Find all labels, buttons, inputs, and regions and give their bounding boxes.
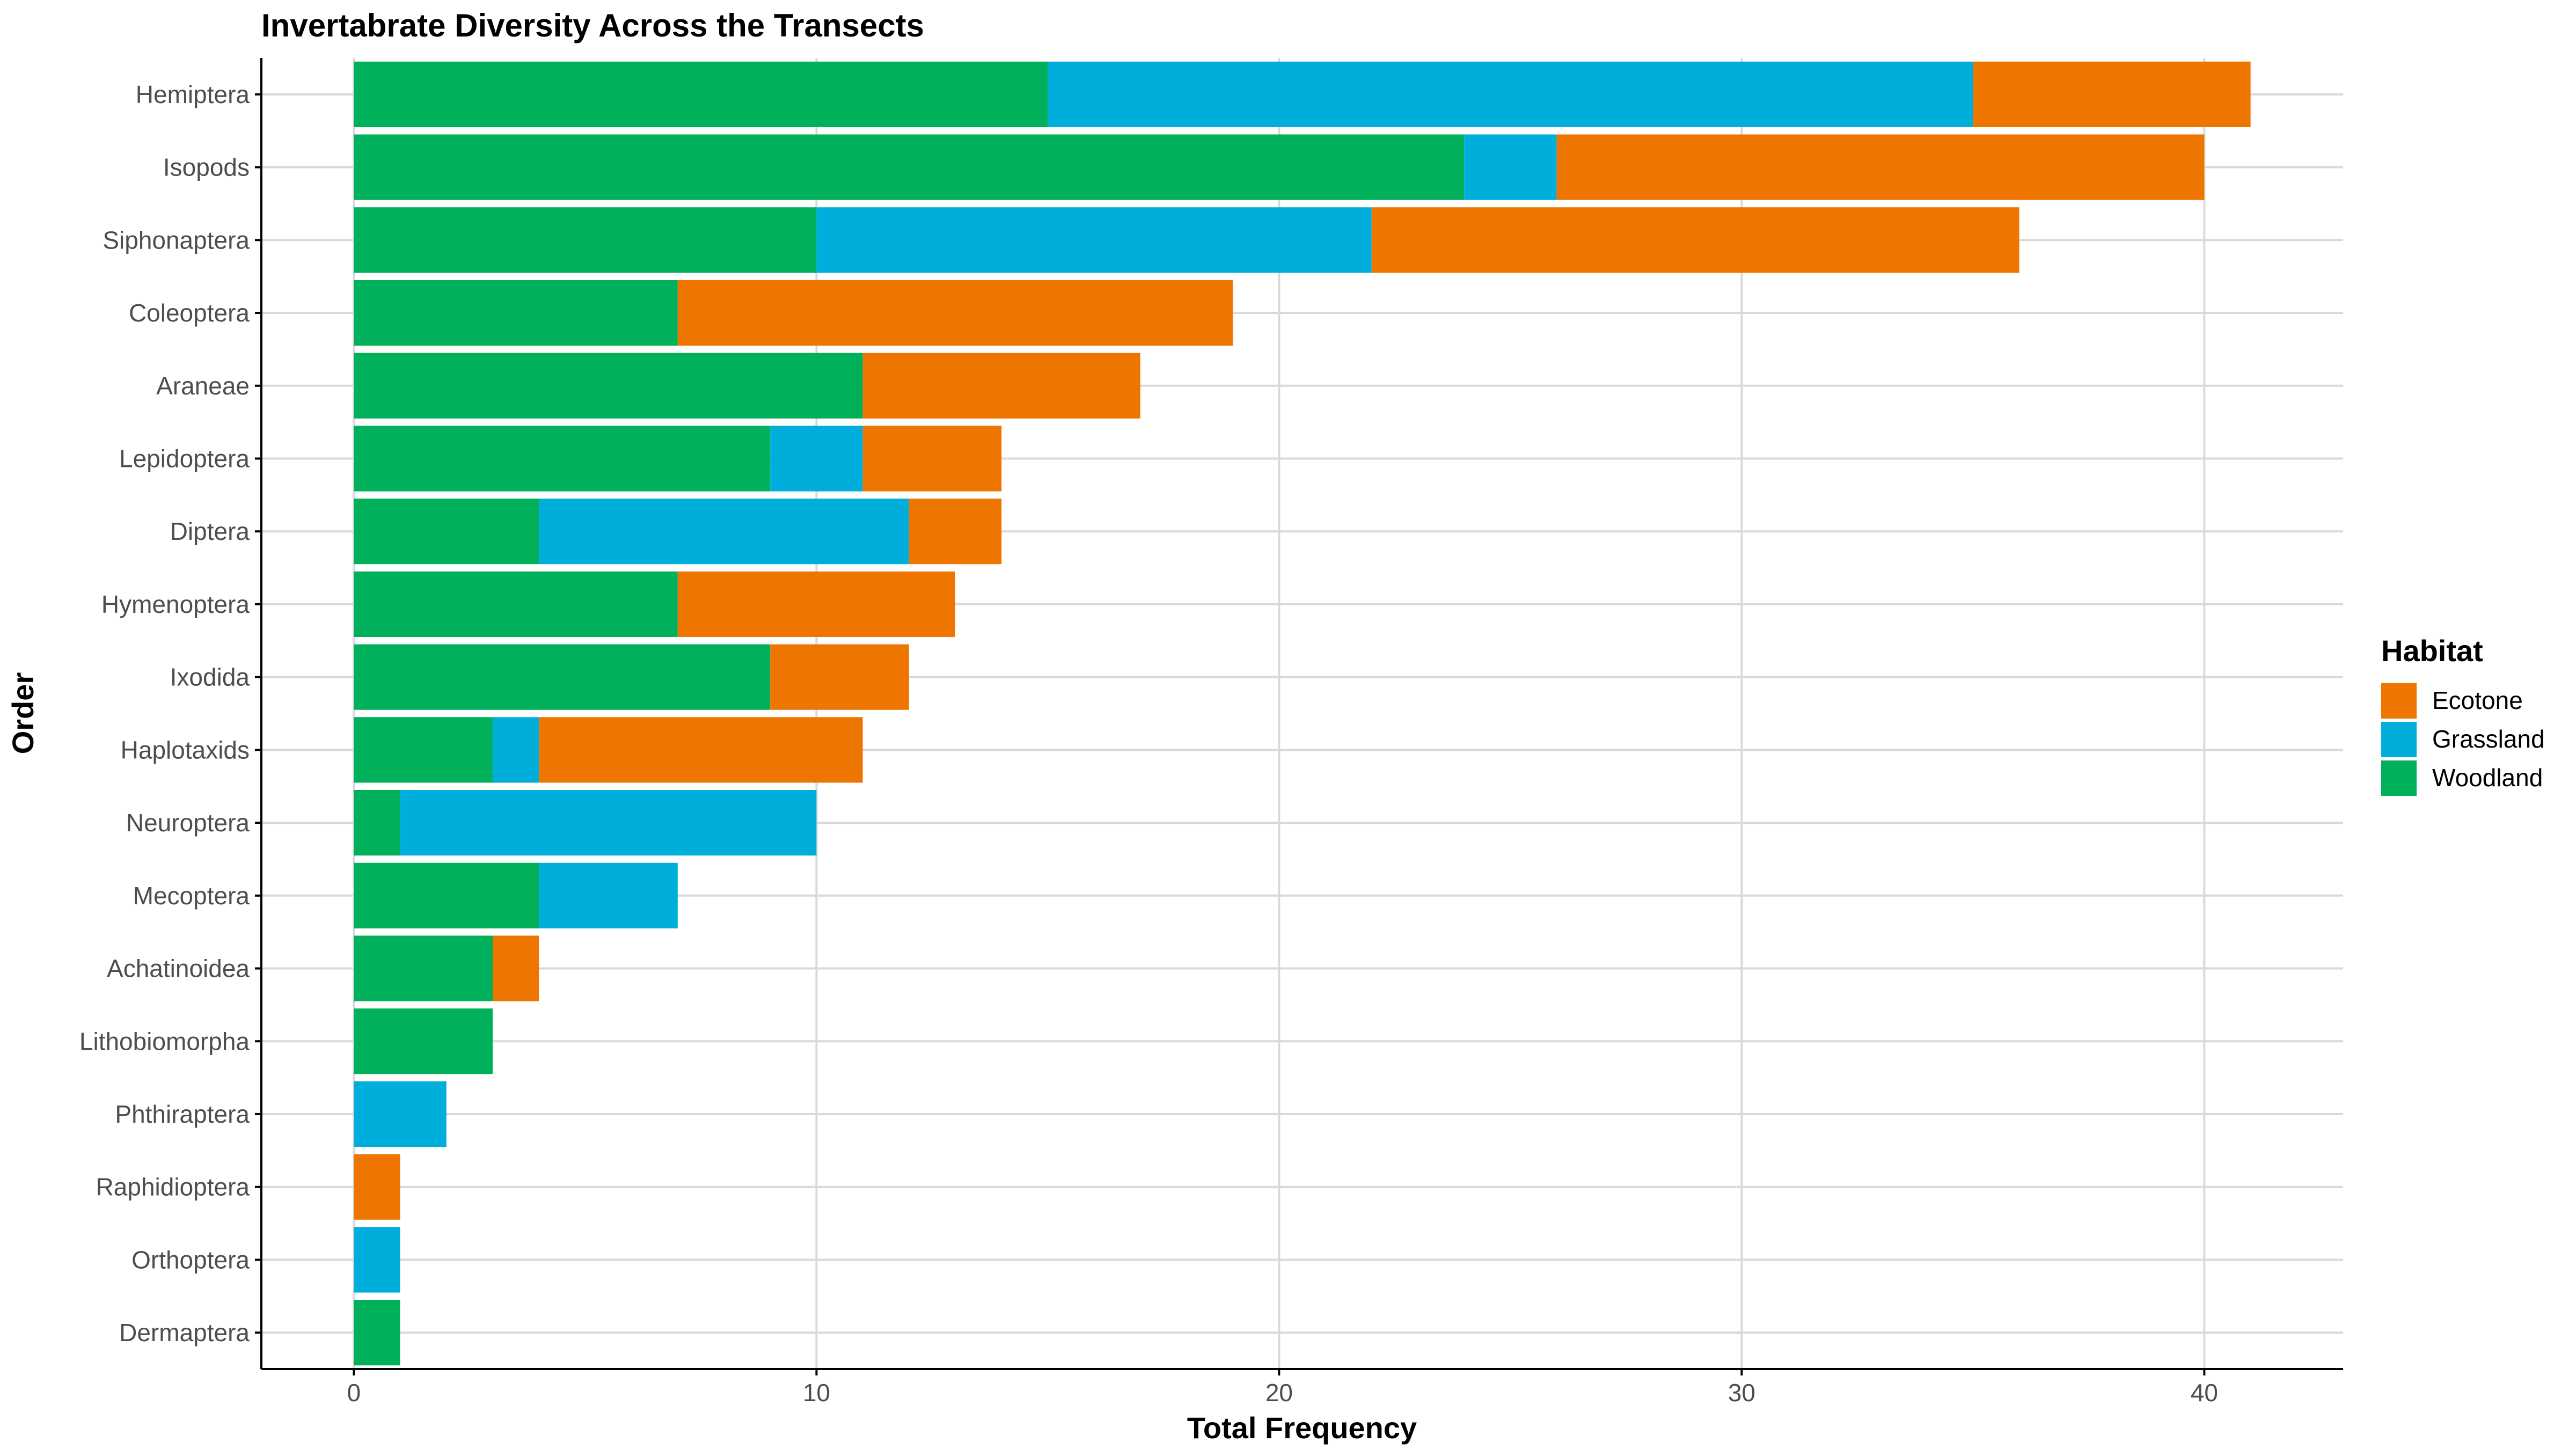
bar-lepidoptera-grassland [770,426,863,492]
bar-achatinoidea-ecotone [493,935,539,1001]
bar-lepidoptera-ecotone [862,426,1002,492]
y-tick-label: Mecoptera [133,882,250,910]
y-tick-label: Ixodida [170,663,250,691]
bars-layer [354,61,2251,1366]
bar-isopods-grassland [1464,134,1557,200]
bar-neuroptera-woodland [354,790,400,856]
legend-label-woodland: Woodland [2432,764,2543,792]
bar-achatinoidea-woodland [354,935,493,1001]
bar-siphonaptera-woodland [354,207,817,273]
bar-hemiptera-ecotone [1973,61,2251,127]
x-tick-labels: 0 10 20 30 40 [347,1369,2218,1407]
y-tick-label: Haplotaxids [121,736,250,764]
legend-swatch-ecotone [2381,683,2417,719]
y-tick-label: Hemiptera [136,80,250,108]
y-tick-label: Achatinoidea [107,955,250,983]
bar-coleoptera-ecotone [677,280,1233,346]
y-axis-title: Order [6,672,40,755]
bar-neuroptera-grassland [400,790,817,856]
y-tick-label: Coleoptera [129,299,250,327]
x-tick-label: 30 [1728,1379,1755,1407]
y-tick-label: Diptera [170,517,250,545]
y-tick-label: Phthiraptera [115,1100,250,1128]
bar-ixodida-ecotone [770,644,909,710]
bar-lepidoptera-woodland [354,426,771,492]
chart-title: Invertabrate Diversity Across the Transe… [261,8,924,43]
legend-title: Habitat [2381,634,2483,668]
bar-isopods-woodland [354,134,1465,200]
bar-isopods-ecotone [1556,134,2205,200]
bar-hymenoptera-woodland [354,571,678,637]
bar-lithobiomorpha-woodland [354,1008,493,1074]
x-tick-label: 40 [2191,1379,2218,1407]
bar-diptera-woodland [354,499,539,565]
bar-mecoptera-grassland [539,862,678,928]
y-tick-label: Neuroptera [126,809,250,837]
x-tick-label: 20 [1265,1379,1293,1407]
bar-hemiptera-grassland [1048,61,1973,127]
y-tick-label: Lepidoptera [119,444,250,472]
y-tick-label: Araneae [156,372,250,400]
x-tick-label: 10 [803,1379,830,1407]
y-tick-labels: Hemiptera Isopods Siphonaptera Coleoptera Ar… [79,80,261,1346]
y-tick-label: Hymenoptera [101,590,250,618]
bar-hemiptera-woodland [354,61,1048,127]
legend: Habitat Ecotone Grassland Woodland [2381,634,2545,796]
bar-haplotaxids-ecotone [539,717,863,783]
bar-siphonaptera-grassland [816,207,1372,273]
bar-coleoptera-woodland [354,280,678,346]
bar-phthiraptera-grassland [354,1081,447,1147]
x-axis-title: Total Frequency [1187,1411,1417,1445]
bar-diptera-grassland [539,499,909,565]
y-tick-label: Siphonaptera [103,226,250,254]
bar-dermaptera-woodland [354,1300,400,1366]
bar-orthoptera-grassland [354,1227,400,1293]
bar-haplotaxids-grassland [493,717,539,783]
y-tick-label: Orthoptera [131,1246,250,1274]
bar-siphonaptera-ecotone [1371,207,2019,273]
bar-ixodida-woodland [354,644,771,710]
bar-diptera-ecotone [909,499,1002,565]
legend-swatch-grassland [2381,722,2417,757]
x-tick-label: 0 [347,1379,361,1407]
bar-araneae-woodland [354,353,863,419]
legend-swatch-woodland [2381,760,2417,796]
bar-araneae-ecotone [862,353,1140,419]
bar-haplotaxids-woodland [354,717,493,783]
legend-label-ecotone: Ecotone [2432,686,2523,714]
bar-raphidioptera-ecotone [354,1154,400,1220]
y-tick-label: Raphidioptera [96,1173,250,1201]
y-tick-label: Dermaptera [119,1319,250,1346]
bar-mecoptera-woodland [354,862,539,928]
bar-hymenoptera-ecotone [677,571,955,637]
y-tick-label: Lithobiomorpha [79,1027,250,1055]
legend-label-grassland: Grassland [2432,725,2545,753]
axes-layer [260,58,2343,1370]
y-tick-label: Isopods [163,153,250,181]
